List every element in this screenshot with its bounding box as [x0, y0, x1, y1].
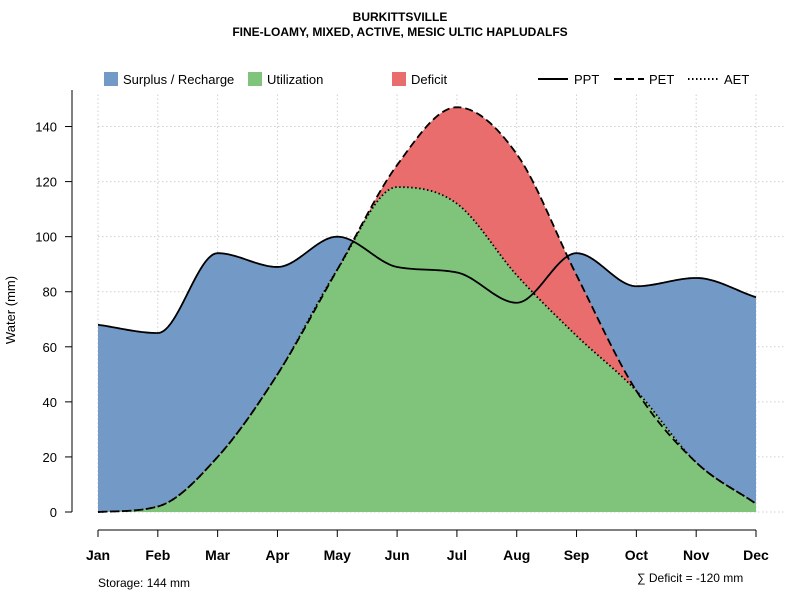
- y-tick-label: 100: [35, 230, 57, 245]
- x-tick-label: Aug: [503, 547, 530, 563]
- y-tick-label: 140: [35, 120, 57, 135]
- utilization-area: [98, 187, 756, 513]
- chart-title: BURKITTSVILLE: [352, 10, 448, 24]
- pet-line: [97, 106, 757, 513]
- legend-item-surplus: Surplus / Recharge: [104, 72, 234, 87]
- x-tick-label: Mar: [205, 547, 230, 563]
- x-tick-label: Dec: [743, 547, 769, 563]
- y-tick-label: 120: [35, 175, 57, 190]
- x-tick-label: Sep: [564, 547, 590, 563]
- legend-label-deficit: Deficit: [411, 72, 448, 87]
- legend-item-deficit: Deficit: [392, 72, 447, 87]
- legend-label-ppt: PPT: [574, 72, 600, 87]
- y-tick-label: 0: [50, 505, 57, 520]
- x-tick-label: Jun: [385, 547, 410, 563]
- ppt-line: [97, 235, 757, 334]
- legend-swatch-surplus: [104, 72, 118, 86]
- y-axis-label: Water (mm): [3, 276, 18, 344]
- legend-swatch-utilization: [248, 72, 262, 86]
- x-tick-label: Nov: [683, 547, 710, 563]
- chart-subtitle: FINE-LOAMY, MIXED, ACTIVE, MESIC ULTIC H…: [232, 25, 568, 39]
- y-tick-label: 60: [43, 340, 57, 355]
- legend-label-surplus: Surplus / Recharge: [123, 72, 235, 87]
- legend-swatch-deficit: [392, 72, 406, 86]
- x-tick-label: Jan: [86, 547, 110, 563]
- x-tick-label: Jul: [447, 547, 467, 563]
- x-tick-label: Feb: [145, 547, 170, 563]
- storage-note: Storage: 144 mm: [98, 576, 191, 590]
- legend-item-utilization: Utilization: [248, 72, 323, 87]
- legend-label-aet: AET: [724, 72, 750, 87]
- y-tick-label: 20: [43, 450, 57, 465]
- y-tick-label: 40: [43, 395, 57, 410]
- legend-label-pet: PET: [649, 72, 675, 87]
- y-tick-label: 80: [43, 285, 57, 300]
- x-tick-label: Apr: [265, 547, 290, 563]
- deficit-note: ∑ Deficit = -120 mm: [637, 571, 744, 585]
- x-tick-label: May: [324, 547, 351, 563]
- legend-label-utilization: Utilization: [267, 72, 324, 87]
- x-tick-label: Oct: [625, 547, 649, 563]
